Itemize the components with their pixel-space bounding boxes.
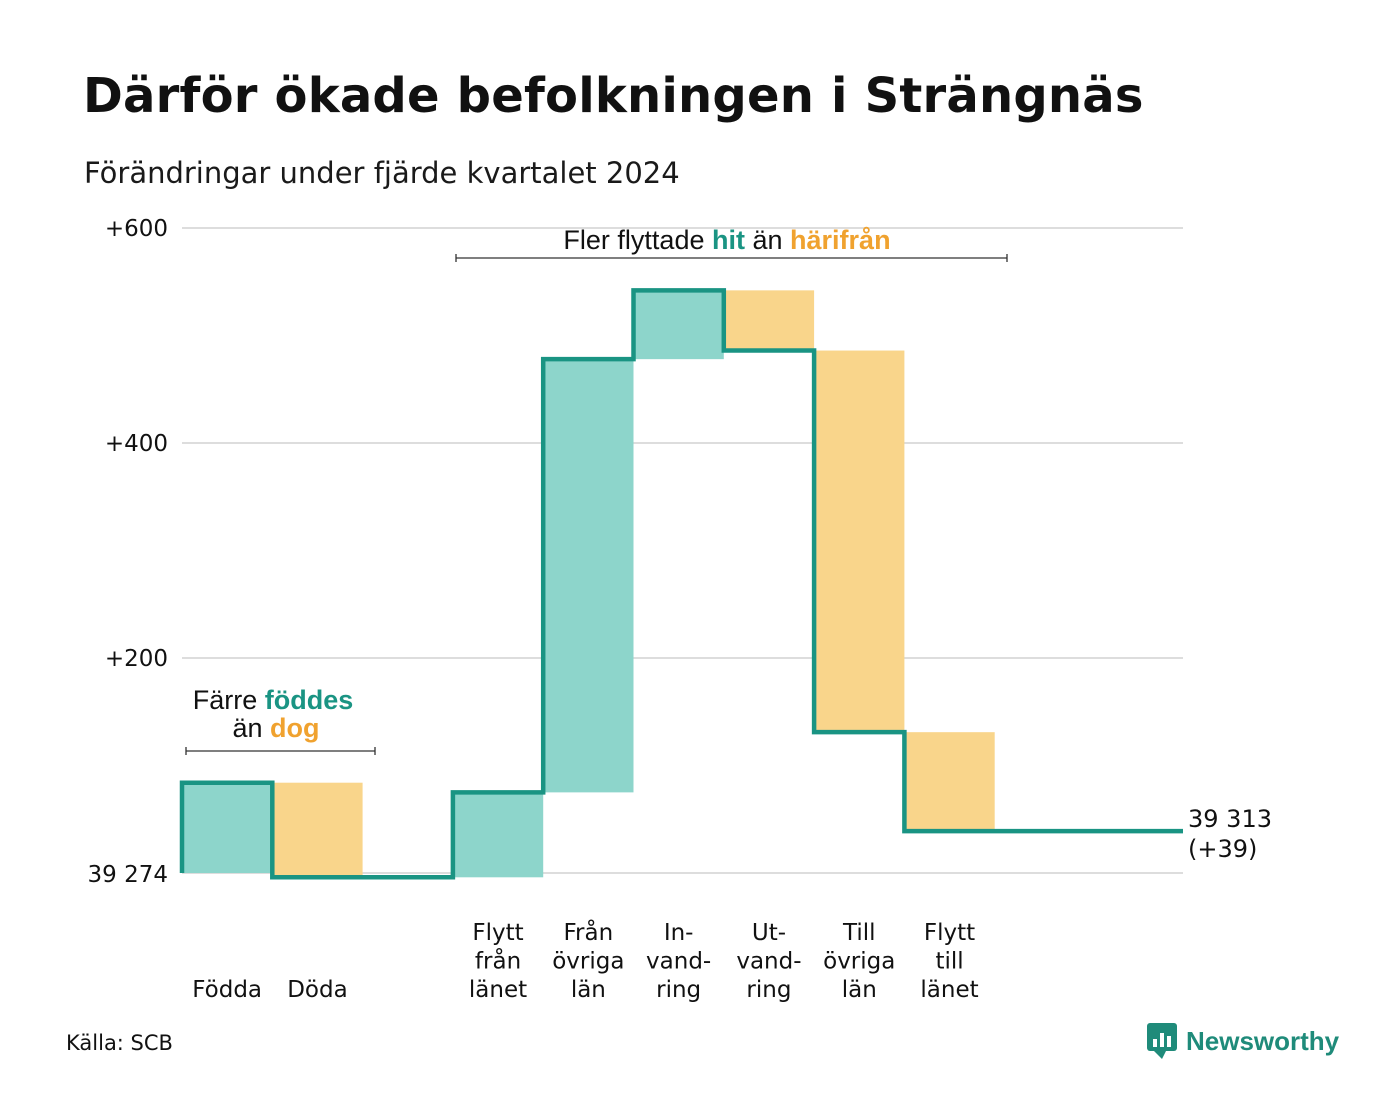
category-label: Döda — [287, 977, 347, 1003]
category-label: Flytt — [924, 920, 975, 946]
category-label: Födda — [192, 977, 262, 1003]
newsworthy-logo: Newsworthy — [1146, 1022, 1339, 1060]
y-tick-label: +200 — [105, 646, 168, 672]
annotation-text-part: dog — [270, 713, 319, 743]
category-label: övriga — [552, 949, 624, 975]
category-label: från — [475, 947, 521, 975]
annotation-text-part: Färre — [193, 685, 265, 715]
waterfall-bar — [814, 350, 905, 733]
waterfall-bar — [272, 782, 363, 878]
source-note: Källa: SCB — [66, 1031, 173, 1055]
annotation-births-deaths: Färre föddes — [193, 685, 354, 715]
y-tick-label: +600 — [105, 216, 168, 242]
annotation-births-deaths-line2: än dog — [232, 713, 319, 743]
category-label: Ut- — [752, 920, 786, 946]
annotation-text-part: än — [745, 225, 790, 255]
newsworthy-logo-icon — [1147, 1023, 1177, 1059]
category-label: Flytt — [472, 920, 523, 946]
category-label: övriga — [823, 949, 895, 975]
category-label: Till — [842, 920, 876, 946]
category-label: länet — [920, 977, 978, 1003]
waterfall-bar — [543, 359, 634, 793]
waterfall-bar — [904, 732, 995, 832]
annotation-text-part: än — [232, 713, 270, 743]
category-label: ring — [746, 977, 791, 1003]
annotation-text-part: härifrån — [790, 225, 891, 255]
category-label: In- — [664, 920, 694, 946]
category-label: ring — [656, 977, 701, 1003]
end-change-label: (+39) — [1188, 835, 1257, 863]
category-label: länet — [469, 977, 527, 1003]
cumulative-step-line — [179, 288, 1183, 880]
category-label: Från — [564, 918, 614, 946]
chart-subtitle: Förändringar under fjärde kvartalet 2024 — [84, 156, 680, 190]
waterfall-bar — [182, 782, 273, 873]
annotation-text-part: hit — [712, 225, 745, 255]
waterfall-bar — [633, 290, 724, 360]
category-label: vand- — [646, 949, 711, 975]
category-label: län — [842, 977, 877, 1003]
annotation-migration: Fler flyttade hit än härifrån — [563, 225, 890, 255]
y-tick-label: 39 274 — [88, 862, 168, 888]
end-value-label: 39 313 — [1188, 805, 1272, 833]
annotation-text-part: föddes — [265, 685, 354, 715]
annotation-text-part: Fler flyttade — [563, 225, 712, 255]
y-tick-label: +400 — [105, 431, 168, 457]
category-label: län — [571, 977, 606, 1003]
category-label: vand- — [736, 949, 801, 975]
waterfall-bar — [452, 792, 544, 878]
category-label: till — [935, 949, 963, 975]
chart-title: Därför ökade befolkningen i Strängnäs — [83, 68, 1144, 124]
logo-text: Newsworthy — [1186, 1025, 1340, 1056]
waterfall-bar — [723, 290, 815, 351]
